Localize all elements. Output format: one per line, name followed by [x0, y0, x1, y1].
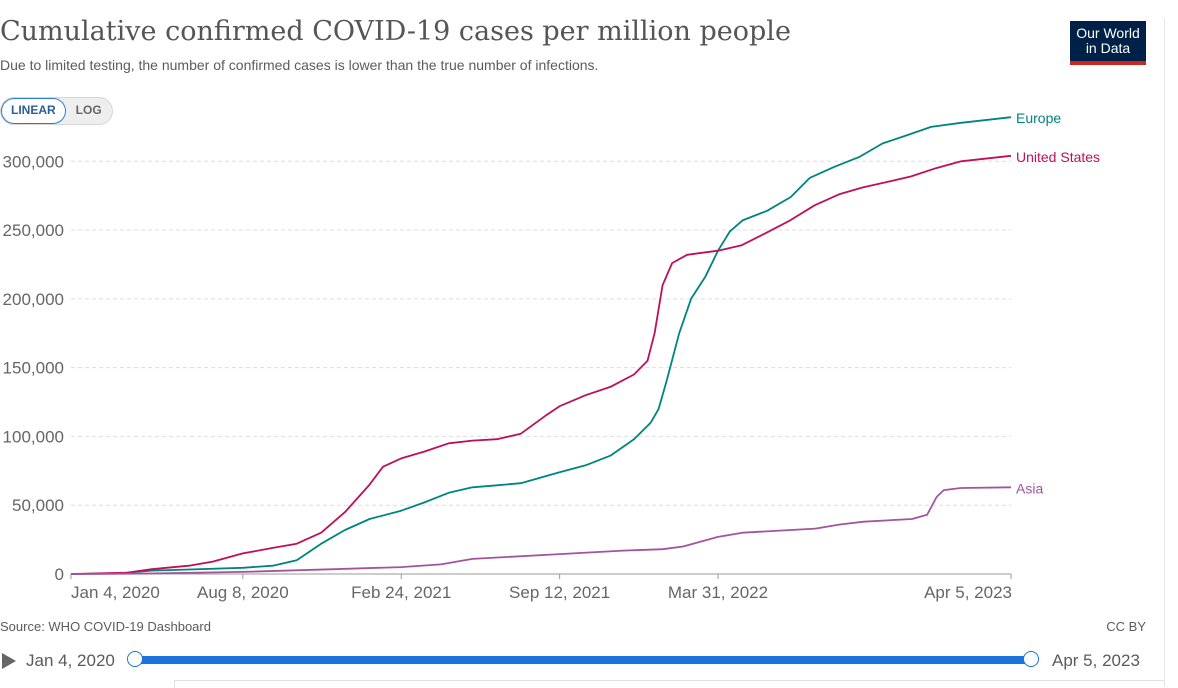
line-chart: 0 50,000 100,000 150,000 200,000 250,000 300,0… [3, 110, 1101, 602]
owid-logo[interactable]: Our World in Data [1070, 21, 1146, 65]
y-tick-label: 50,000 [12, 496, 64, 515]
x-tick-label: Feb 24, 2021 [351, 583, 451, 602]
tab-bar-edge [174, 680, 1165, 688]
x-tick-label: Jan 4, 2020 [71, 583, 160, 602]
series-line-asia [70, 486, 1012, 575]
play-icon[interactable] [2, 653, 16, 669]
timeline-control: Jan 4, 2020 Apr 5, 2023 [0, 646, 1178, 676]
y-tick-label: 250,000 [3, 221, 64, 240]
chart-subtitle: Due to limited testing, the number of co… [0, 57, 599, 73]
series-label-asia: Asia [1016, 480, 1043, 496]
series-line-united-states [70, 154, 1012, 575]
y-tick-label: 300,000 [3, 152, 64, 171]
linear-scale-button[interactable]: LINEAR [1, 98, 66, 124]
y-tick-label: 0 [55, 565, 64, 584]
y-tick-label: 150,000 [3, 359, 64, 378]
x-tick-label: Mar 31, 2022 [668, 583, 768, 602]
license-link[interactable]: CC BY [1106, 619, 1146, 634]
scale-toggle: LINEAR LOG [0, 97, 113, 125]
chart-title: Cumulative confirmed COVID-19 cases per … [0, 16, 791, 47]
frame-divider [1164, 18, 1165, 687]
timeline-end-handle[interactable] [1023, 651, 1039, 667]
x-tick-label: Apr 5, 2023 [924, 583, 1012, 602]
timeline-start-handle[interactable] [127, 651, 143, 667]
log-scale-button[interactable]: LOG [75, 103, 102, 117]
x-tick-label: Aug 8, 2020 [197, 583, 289, 602]
timeline-end-label: Apr 5, 2023 [1052, 651, 1140, 670]
y-tick-label: 200,000 [3, 290, 64, 309]
source-note[interactable]: Source: WHO COVID-19 Dashboard [0, 619, 211, 634]
timeline-start-label: Jan 4, 2020 [26, 651, 115, 670]
y-tick-label: 100,000 [3, 427, 64, 446]
series-label-united-states: United States [1016, 149, 1100, 165]
series-line-europe [70, 116, 1012, 575]
series-label-europe: Europe [1016, 110, 1061, 126]
logo-line-2: in Data [1085, 40, 1131, 56]
timeline-track[interactable] [136, 656, 1032, 664]
logo-line-1: Our World [1076, 25, 1140, 41]
x-tick-label: Sep 12, 2021 [509, 583, 610, 602]
